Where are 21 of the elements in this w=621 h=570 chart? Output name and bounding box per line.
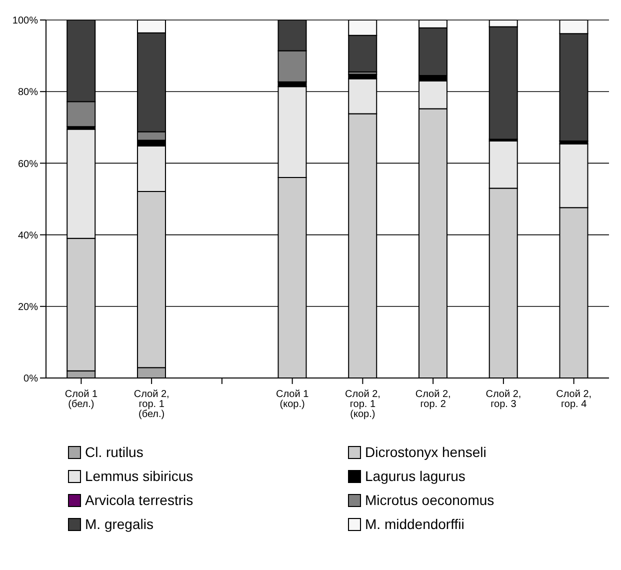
legend-label: M. gregalis — [85, 516, 154, 532]
y-tick-label: 0% — [24, 374, 38, 385]
x-tick-label: Слой 2, гор. 1 (кор.) — [344, 389, 380, 420]
legend-label: Arvicola terrestris — [85, 492, 194, 508]
x-tick-label: Слой 2, гор. 3 — [486, 389, 522, 410]
legend-label: M. middendorffii — [365, 516, 464, 532]
x-tick-label: Слой 1 (кор.) — [276, 389, 310, 410]
y-tick-label: 40% — [18, 230, 38, 242]
legend-label: Dicrostonyx henseli — [365, 444, 486, 460]
legend-label: Lagurus lagurus — [365, 468, 466, 484]
legend-label: Lemmus sibiricus — [85, 468, 194, 484]
y-tick-label: 60% — [18, 158, 38, 170]
x-tick-label: Слой 2, гор. 1 (бел.) — [134, 389, 170, 420]
x-tick-label: Слой 2, гор. 4 — [556, 389, 592, 410]
legend-label: Cl. rutilus — [85, 444, 144, 460]
y-tick-label: 20% — [18, 302, 38, 313]
legend-label: Microtus oeconomus — [365, 492, 494, 508]
x-tick-label: Слой 2, гор. 2 — [415, 389, 451, 410]
y-tick-label: 80% — [18, 87, 38, 98]
y-tick-label: 100% — [12, 16, 38, 27]
x-tick-label: Слой 1 (бел.) — [64, 389, 98, 410]
